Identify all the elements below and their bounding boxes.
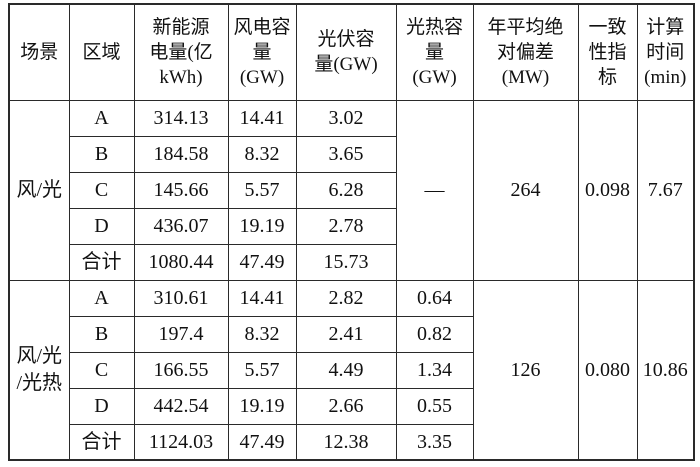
table-row: B 197.4 8.32 2.41 0.82 xyxy=(9,315,694,353)
mad-cell: 264 xyxy=(472,99,579,281)
pv-cell: 6.28 xyxy=(295,171,397,209)
region-cell: A xyxy=(68,279,135,317)
scenario-cell: 风/光 /光热 xyxy=(8,279,70,461)
table-row: B 184.58 8.32 3.65 xyxy=(9,135,694,173)
pv-cell: 2.78 xyxy=(295,207,397,245)
region-cell: D xyxy=(68,207,135,245)
mad-cell: 126 xyxy=(472,279,579,461)
region-cell: 合计 xyxy=(68,423,135,461)
col-header-consistency: 一致 性指 标 xyxy=(577,3,638,101)
col-header-mad: 年平均绝 对偏差 (MW) xyxy=(472,3,579,101)
pv-cell: 4.49 xyxy=(295,351,397,389)
scenario-comparison-table-container: 场景 区域 新能源 电量(亿 kWh) 风电容 量 (GW) 光伏容 量(GW)… xyxy=(8,3,695,461)
region-cell: A xyxy=(68,99,135,137)
energy-cell: 145.66 xyxy=(133,171,229,209)
energy-cell: 314.13 xyxy=(133,99,229,137)
time-cell: 7.67 xyxy=(636,99,695,281)
table-row: D 442.54 19.19 2.66 0.55 xyxy=(9,387,694,425)
energy-cell: 1124.03 xyxy=(133,423,229,461)
table-row: 风/光 A 314.13 14.41 3.02 — 264 0.098 7.67 xyxy=(8,99,695,281)
region-cell: C xyxy=(68,171,135,209)
csp-merged-cell: — xyxy=(395,99,474,281)
col-header-csp-capacity: 光热容 量 (GW) xyxy=(395,3,474,101)
pv-cell: 2.41 xyxy=(295,315,397,353)
table-row-total: 合计 1080.44 47.49 15.73 xyxy=(9,243,694,281)
consistency-cell: 0.080 xyxy=(577,279,638,461)
pv-cell: 15.73 xyxy=(295,243,397,281)
wind-cell: 14.41 xyxy=(227,99,297,137)
region-cell: D xyxy=(68,387,135,425)
header-row: 场景 区域 新能源 电量(亿 kWh) 风电容 量 (GW) 光伏容 量(GW)… xyxy=(8,3,695,101)
csp-cell: 0.64 xyxy=(395,279,474,317)
energy-cell: 1080.44 xyxy=(133,243,229,281)
col-header-new-energy: 新能源 电量(亿 kWh) xyxy=(133,3,229,101)
time-cell: 10.86 xyxy=(636,279,695,461)
region-cell: C xyxy=(68,351,135,389)
col-header-wind-capacity: 风电容 量 (GW) xyxy=(227,3,297,101)
wind-cell: 19.19 xyxy=(227,207,297,245)
energy-cell: 184.58 xyxy=(133,135,229,173)
table-row: D 436.07 19.19 2.78 xyxy=(9,207,694,245)
pv-cell: 3.02 xyxy=(295,99,397,137)
pv-cell: 12.38 xyxy=(295,423,397,461)
col-header-region: 区域 xyxy=(68,3,135,101)
scenario-comparison-table: 场景 区域 新能源 电量(亿 kWh) 风电容 量 (GW) 光伏容 量(GW)… xyxy=(8,3,695,461)
table-row: C 166.55 5.57 4.49 1.34 xyxy=(9,351,694,389)
energy-cell: 436.07 xyxy=(133,207,229,245)
wind-cell: 47.49 xyxy=(227,243,297,281)
table-row: 风/光 /光热 A 310.61 14.41 2.82 0.64 126 0.0… xyxy=(8,279,695,461)
energy-cell: 166.55 xyxy=(133,351,229,389)
csp-cell: 0.82 xyxy=(395,315,474,353)
region-cell: B xyxy=(68,315,135,353)
col-header-time: 计算 时间 (min) xyxy=(636,3,695,101)
wind-cell: 14.41 xyxy=(227,279,297,317)
pv-cell: 2.66 xyxy=(295,387,397,425)
pv-cell: 2.82 xyxy=(295,279,397,317)
energy-cell: 310.61 xyxy=(133,279,229,317)
col-header-pv-capacity: 光伏容 量(GW) xyxy=(295,3,397,101)
table-row: C 145.66 5.57 6.28 xyxy=(9,171,694,209)
region-cell: B xyxy=(68,135,135,173)
wind-cell: 8.32 xyxy=(227,315,297,353)
region-cell: 合计 xyxy=(68,243,135,281)
energy-cell: 197.4 xyxy=(133,315,229,353)
wind-cell: 47.49 xyxy=(227,423,297,461)
csp-cell: 3.35 xyxy=(395,423,474,461)
pv-cell: 3.65 xyxy=(295,135,397,173)
energy-cell: 442.54 xyxy=(133,387,229,425)
wind-cell: 5.57 xyxy=(227,351,297,389)
csp-cell: 1.34 xyxy=(395,351,474,389)
table-row-total: 合计 1124.03 47.49 12.38 3.35 xyxy=(9,423,694,461)
wind-cell: 5.57 xyxy=(227,171,297,209)
csp-cell: 0.55 xyxy=(395,387,474,425)
consistency-cell: 0.098 xyxy=(577,99,638,281)
col-header-scenario: 场景 xyxy=(8,3,70,101)
wind-cell: 8.32 xyxy=(227,135,297,173)
wind-cell: 19.19 xyxy=(227,387,297,425)
scenario-cell: 风/光 xyxy=(8,99,70,281)
